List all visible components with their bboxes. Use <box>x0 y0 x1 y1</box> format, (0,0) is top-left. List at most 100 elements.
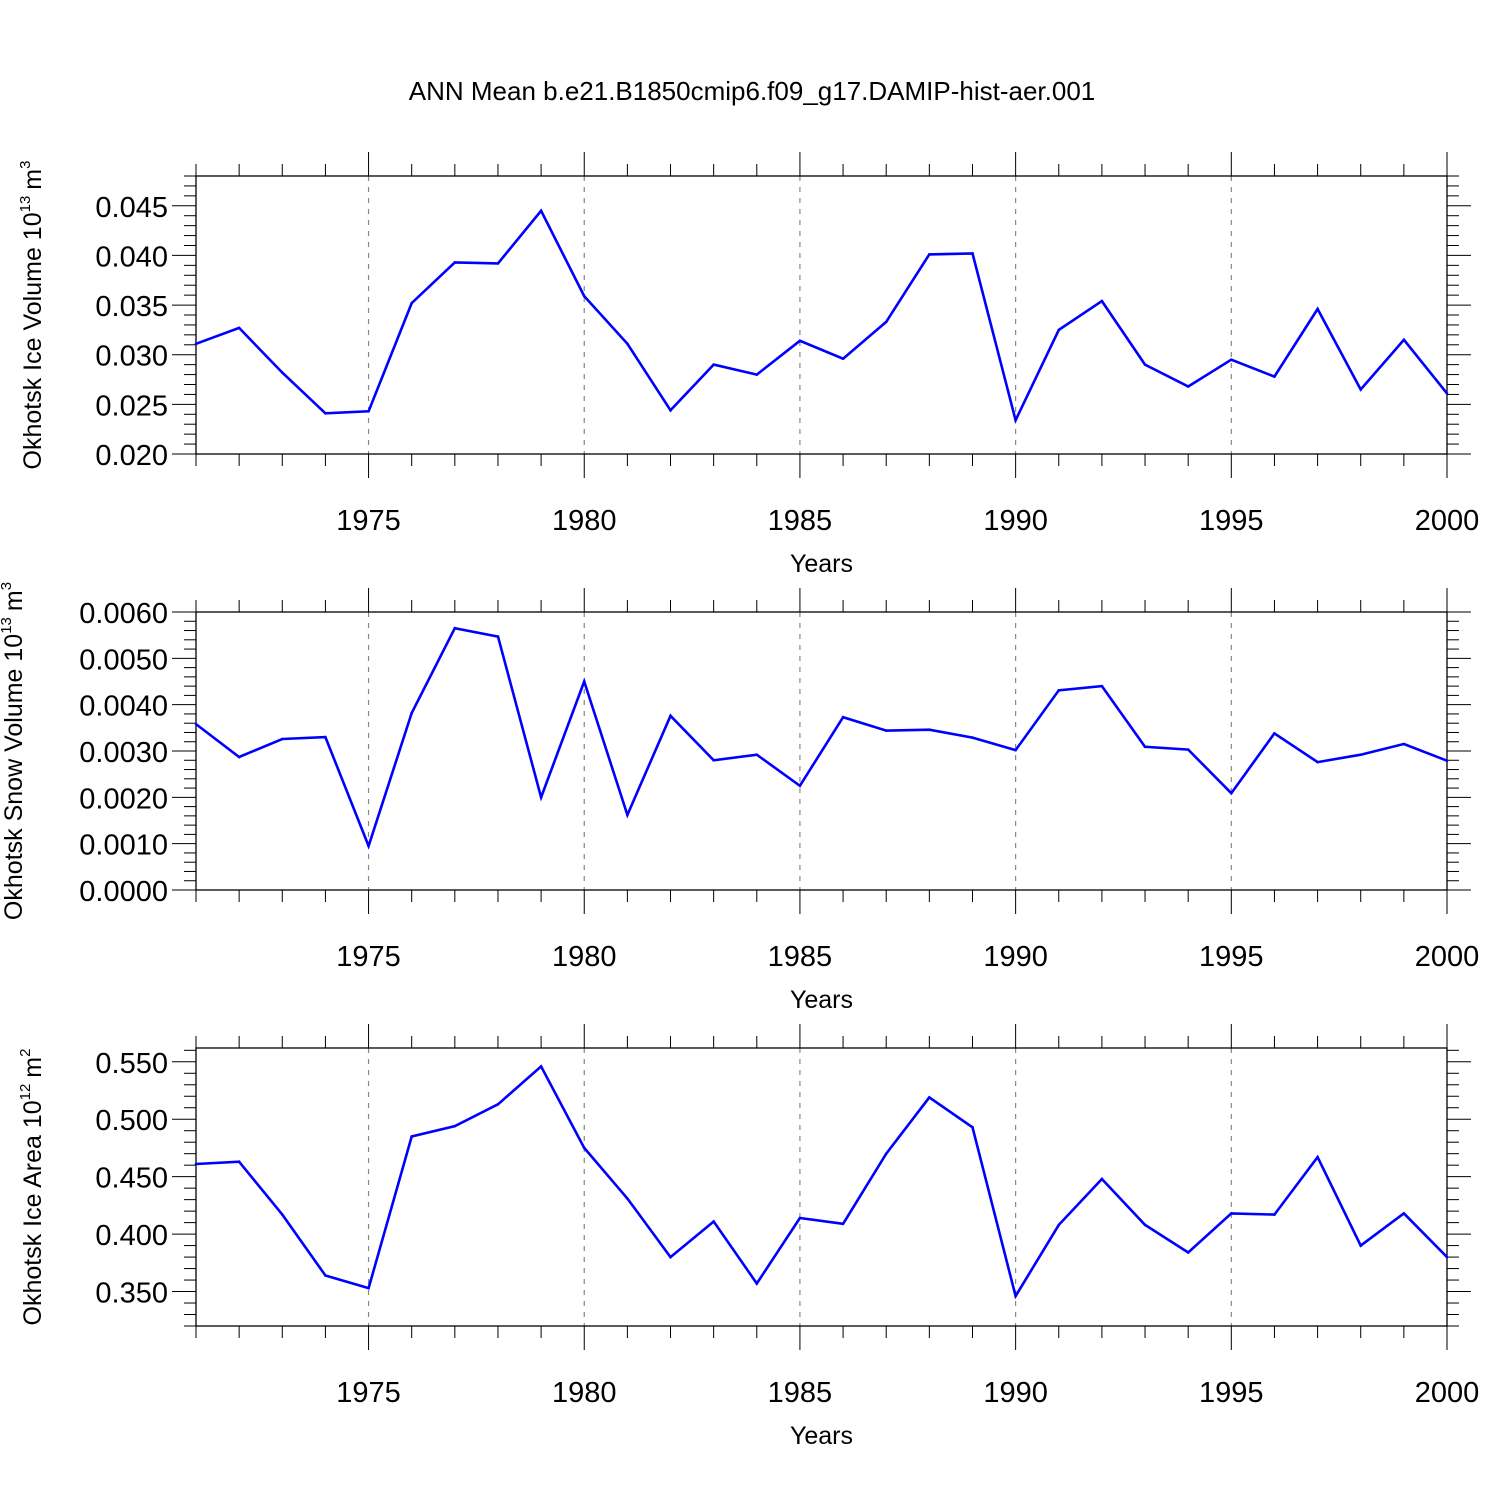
y-tick-label: 0.0030 <box>79 737 168 769</box>
data-point <box>324 1274 327 1277</box>
data-point <box>453 261 457 264</box>
data-point <box>582 680 586 683</box>
data-point <box>237 326 241 330</box>
data-point <box>1273 732 1276 735</box>
data-point <box>1273 375 1276 378</box>
x-tick-label: 1990 <box>983 1377 1048 1409</box>
data-point <box>1316 1155 1319 1159</box>
data-point <box>1230 1212 1233 1215</box>
y-tick-label: 0.0000 <box>79 876 168 908</box>
x-tick-label: 1995 <box>1199 505 1264 537</box>
data-point <box>453 1124 457 1128</box>
data-point <box>755 753 759 757</box>
data-point <box>1402 742 1406 746</box>
data-point <box>669 409 672 412</box>
data-point <box>1273 1213 1276 1216</box>
y-tick-label: 0.020 <box>95 440 168 472</box>
data-point <box>539 209 543 213</box>
x-axis-title: Years <box>790 1422 853 1450</box>
data-point <box>755 1282 759 1285</box>
data-point <box>712 1220 715 1223</box>
data-point <box>410 1135 413 1138</box>
y-tick-label: 0.550 <box>95 1048 168 1080</box>
x-tick-label: 1975 <box>336 505 401 537</box>
data-point <box>367 410 370 413</box>
y-tick-label: 0.500 <box>95 1105 168 1137</box>
data-point <box>1143 745 1147 749</box>
x-tick-label: 1990 <box>983 505 1048 537</box>
data-point <box>582 1146 586 1150</box>
data-point <box>1143 363 1147 366</box>
data-point <box>1100 299 1104 303</box>
plot-frame <box>195 175 1448 455</box>
figure-title: ANN Mean b.e21.B1850cmip6.f09_g17.DAMIP-… <box>409 76 1096 106</box>
y-tick-label: 0.0050 <box>79 644 168 676</box>
x-axis-title: Years <box>790 986 853 1014</box>
x-tick-label: 1995 <box>1199 1377 1264 1409</box>
data-point <box>453 626 457 630</box>
data-point <box>798 784 802 788</box>
x-tick-label: 1985 <box>768 505 833 537</box>
data-point <box>626 342 629 346</box>
y-tick-label: 0.0060 <box>79 598 168 630</box>
data-point <box>194 722 198 726</box>
data-point <box>582 294 586 298</box>
chart-panel-2: 0.0000 0.0010 0.0020 0.0030 0.0040 0.0050 0.00… <box>0 582 1479 1014</box>
y-tick-label: 0.040 <box>95 241 168 273</box>
chart-panel-1: 0.020 0.025 0.030 0.035 0.040 0.045 1975 1980 19… <box>17 152 1479 578</box>
data-point <box>1230 791 1233 795</box>
data-point <box>1014 418 1017 422</box>
data-point <box>1402 338 1406 342</box>
x-tick-label: 1975 <box>336 941 401 973</box>
x-tick-label: 1990 <box>983 941 1048 973</box>
data-point <box>1402 1212 1406 1215</box>
data-point <box>626 813 629 817</box>
x-axis-title: Years <box>790 550 853 578</box>
data-point <box>367 844 370 848</box>
data-point <box>1057 328 1061 332</box>
data-point <box>1100 684 1104 688</box>
y-tick-label: 0.450 <box>95 1163 168 1195</box>
data-point <box>712 363 715 366</box>
data-point <box>1143 1223 1147 1227</box>
x-tick-label: 1980 <box>552 1377 617 1409</box>
y-axis-title: Okhotsk Ice Volume 1013m3 <box>17 161 47 470</box>
data-point <box>410 301 413 305</box>
data-point <box>928 253 931 256</box>
y-tick-label: 0.0010 <box>79 830 168 862</box>
data-point <box>1100 1177 1104 1181</box>
data-point <box>324 411 327 415</box>
x-tick-label: 1975 <box>336 1377 401 1409</box>
y-tick-label: 0.400 <box>95 1220 168 1252</box>
data-point <box>971 736 974 739</box>
data-point <box>280 371 284 374</box>
data-point <box>626 1197 629 1200</box>
data-point <box>1014 1294 1017 1298</box>
data-point <box>884 729 888 732</box>
y-tick-label: 0.025 <box>95 390 168 422</box>
data-point <box>1316 760 1319 764</box>
data-point <box>539 796 543 799</box>
data-point <box>1186 385 1190 388</box>
data-point <box>237 755 241 759</box>
data-point <box>1359 388 1363 391</box>
data-point <box>496 262 500 265</box>
y-tick-label: 0.045 <box>95 192 168 224</box>
data-point <box>367 1286 370 1290</box>
data-point <box>1014 748 1017 752</box>
data-point <box>1186 1251 1190 1254</box>
data-point <box>1057 689 1061 692</box>
x-tick-label: 1985 <box>768 941 833 973</box>
plot-frame <box>195 1047 1448 1327</box>
data-point <box>1445 759 1449 763</box>
x-tick-label: 1995 <box>1199 941 1264 973</box>
x-tick-label: 1980 <box>552 505 617 537</box>
x-tick-label: 2000 <box>1415 1377 1480 1409</box>
data-point <box>712 758 715 762</box>
data-point <box>1057 1223 1061 1227</box>
y-tick-label: 0.0020 <box>79 783 168 815</box>
data-point <box>194 1162 198 1166</box>
series-line <box>195 1064 1448 1300</box>
data-point <box>324 735 327 739</box>
data-point <box>1445 1255 1449 1259</box>
